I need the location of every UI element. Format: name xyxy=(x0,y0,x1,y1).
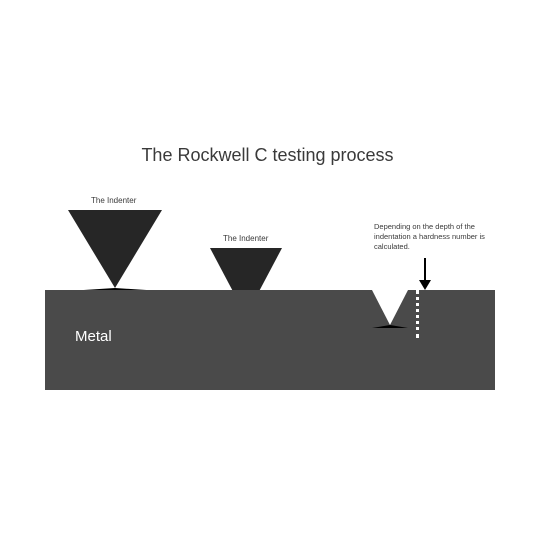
arrow-line xyxy=(424,258,426,282)
rockwell-diagram: The Rockwell C testing process The Inden… xyxy=(0,0,535,535)
diagram-title: The Rockwell C testing process xyxy=(0,145,535,166)
description-text: Depending on the depth of the indentatio… xyxy=(374,222,492,251)
metal-block xyxy=(45,290,495,390)
indenter-shape-1 xyxy=(68,210,162,291)
indenter-label-1: The Indenter xyxy=(91,196,136,205)
metal-label: Metal xyxy=(75,328,112,345)
depth-marker xyxy=(416,290,419,338)
indenter-label-2: The Indenter xyxy=(223,234,268,243)
indentation-notch xyxy=(372,290,408,328)
